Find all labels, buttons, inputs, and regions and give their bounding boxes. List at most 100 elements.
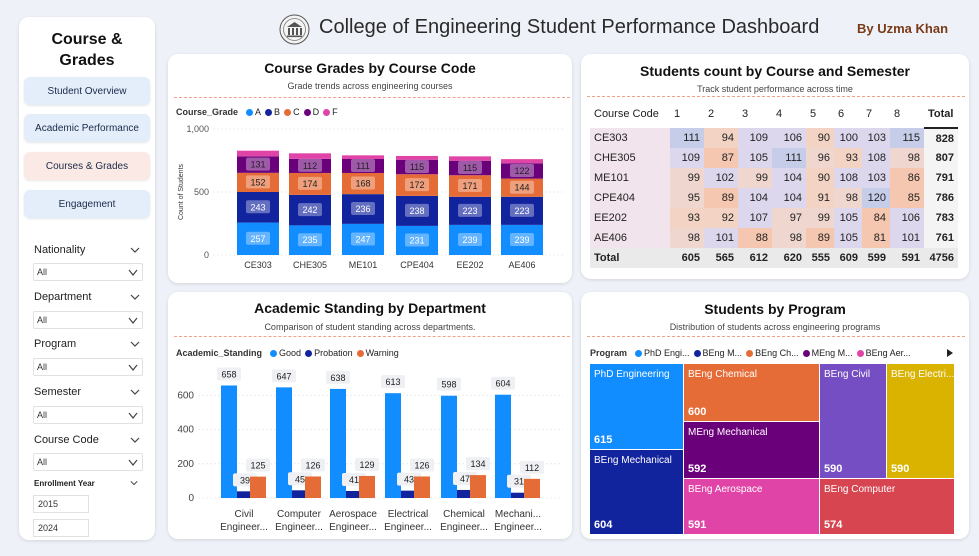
legend-d[interactable]: D [312, 107, 320, 117]
chevron-down-icon[interactable] [130, 435, 140, 445]
treemap-cell-value: 604 [594, 519, 613, 531]
treemap-cell[interactable]: BEng Electri... 590 [887, 364, 954, 478]
treemap-cell[interactable]: BEng Aerospace 591 [684, 479, 819, 534]
col-header-semester[interactable]: 4 [776, 108, 783, 120]
y-tick-label: 0 [204, 250, 209, 260]
bar [511, 492, 527, 498]
data-label: 171 [462, 181, 477, 191]
legend-good[interactable]: Good [279, 348, 302, 358]
x-tick-label: Civil [235, 509, 254, 520]
col-header-course[interactable]: Course Code [594, 108, 659, 120]
data-label-bg [298, 158, 322, 172]
legend-c[interactable]: C [293, 107, 300, 117]
x-tick-label: Engineer... [275, 522, 323, 533]
chevron-down-icon[interactable] [130, 339, 140, 349]
treemap-cell-value: 600 [688, 406, 707, 418]
data-label: 247 [355, 234, 370, 244]
chevron-down-icon [128, 269, 138, 276]
x-tick-label: Computer [277, 509, 322, 520]
course-code-label: Course Code [34, 434, 99, 446]
treemap-cell-label: PhD Engineering [594, 369, 670, 380]
year-from-input[interactable]: 2015 [33, 495, 89, 513]
data-label: 47 [460, 474, 470, 484]
year-to-input[interactable]: 2024 [33, 519, 89, 537]
col-header-semester[interactable]: 7 [866, 108, 873, 120]
treemap-cell[interactable]: BEng Civil 590 [820, 364, 886, 478]
matrix-cell: 115 [890, 128, 924, 148]
course-code-dropdown[interactable]: All [33, 453, 143, 471]
chevron-down-icon [128, 412, 138, 419]
matrix-cell: 84 [862, 208, 890, 228]
row-total: 783 [924, 208, 958, 228]
nav-student-overview[interactable]: Student Overview [24, 77, 150, 105]
col-header-semester[interactable]: 6 [838, 108, 845, 120]
chevron-down-icon[interactable] [130, 479, 138, 487]
matrix-cell: 92 [704, 208, 738, 228]
nav-courses-grades[interactable]: Courses & Grades [24, 152, 150, 180]
matrix-cell: 98 [834, 188, 862, 208]
treemap-cell[interactable]: MEng Mechanical 592 [684, 422, 819, 478]
department-dropdown[interactable]: All [33, 311, 143, 329]
table-row[interactable]: CPE404 95 89 104 104 91 98 120 85 786 [590, 188, 958, 208]
table-row[interactable]: CE303 111 94 109 106 90 100 103 115 828 [590, 128, 958, 148]
legend-item[interactable]: BEng M... [702, 348, 743, 358]
semester-dropdown[interactable]: All [33, 406, 143, 424]
nav-engagement[interactable]: Engagement [24, 190, 150, 218]
legend-probation[interactable]: Probation [314, 348, 353, 358]
x-tick-label: Aerospace [329, 509, 377, 520]
legend-dot [746, 349, 754, 357]
legend-item[interactable]: BEng Ch... [755, 348, 799, 358]
matrix-cell: 108 [862, 148, 890, 168]
table-row[interactable]: EE202 93 92 107 97 99 105 84 106 783 [590, 208, 958, 228]
nav-academic-performance[interactable]: Academic Performance [24, 114, 150, 142]
treemap-cell[interactable]: PhD Engineering 615 [590, 364, 683, 449]
treemap-cell[interactable]: BEng Chemical 600 [684, 364, 819, 421]
nationality-dropdown[interactable]: All [33, 263, 143, 281]
row-course-label: CE303 [590, 128, 670, 148]
treemap-cell-value: 590 [891, 463, 910, 475]
bar-segment [237, 150, 279, 157]
bar-segment [237, 192, 279, 223]
legend-f[interactable]: F [332, 107, 338, 117]
bar [441, 395, 457, 498]
standing-legend: Academic_Standing Good Probation Warning [176, 348, 399, 358]
legend-next-arrow-icon[interactable] [947, 349, 953, 357]
treemap-cell[interactable]: BEng Computer 574 [820, 479, 954, 534]
col-header-semester[interactable]: 2 [708, 108, 715, 120]
program-label: Program [34, 338, 77, 350]
data-label-bg [458, 160, 482, 174]
bar-segment [342, 194, 384, 224]
data-label-bg [355, 457, 379, 471]
col-header-semester[interactable]: 3 [742, 108, 749, 120]
legend-item[interactable]: MEng M... [811, 348, 853, 358]
table-row[interactable]: ME101 99 102 99 104 90 108 103 86 791 [590, 168, 958, 188]
bar-segment [237, 222, 279, 255]
table-row[interactable]: CHE305 109 87 105 111 96 93 108 98 807 [590, 148, 958, 168]
matrix-cell: 103 [862, 128, 890, 148]
bar-segment [289, 153, 331, 159]
table-row[interactable]: AE406 98 101 88 98 89 105 81 101 761 [590, 228, 958, 248]
legend-item[interactable]: PhD Engi... [644, 348, 690, 358]
col-header-semester[interactable]: 5 [810, 108, 817, 120]
chevron-down-icon[interactable] [130, 387, 140, 397]
data-label: 111 [356, 161, 370, 171]
program-dropdown[interactable]: All [33, 358, 143, 376]
col-header-total[interactable]: Total [924, 100, 958, 129]
legend-warning[interactable]: Warning [365, 348, 399, 358]
legend-dot-c [284, 108, 292, 116]
chevron-down-icon[interactable] [130, 245, 140, 255]
chevron-down-icon[interactable] [130, 292, 140, 302]
col-header-semester[interactable]: 1 [674, 108, 681, 120]
bar-segment [396, 225, 438, 255]
legend-a[interactable]: A [255, 107, 262, 117]
legend-item[interactable]: BEng Aer... [865, 348, 911, 358]
department-label: Department [34, 291, 92, 303]
legend-b[interactable]: B [274, 107, 281, 117]
bar [250, 476, 266, 498]
standing-panel: Academic Standing by Department Comparis… [168, 292, 572, 539]
treemap-cell[interactable]: BEng Mechanical 604 [590, 450, 683, 534]
data-label-bg [246, 175, 270, 189]
col-header-semester[interactable]: 8 [894, 108, 901, 120]
y-tick-label: 0 [188, 493, 194, 504]
data-label: 126 [305, 460, 320, 470]
